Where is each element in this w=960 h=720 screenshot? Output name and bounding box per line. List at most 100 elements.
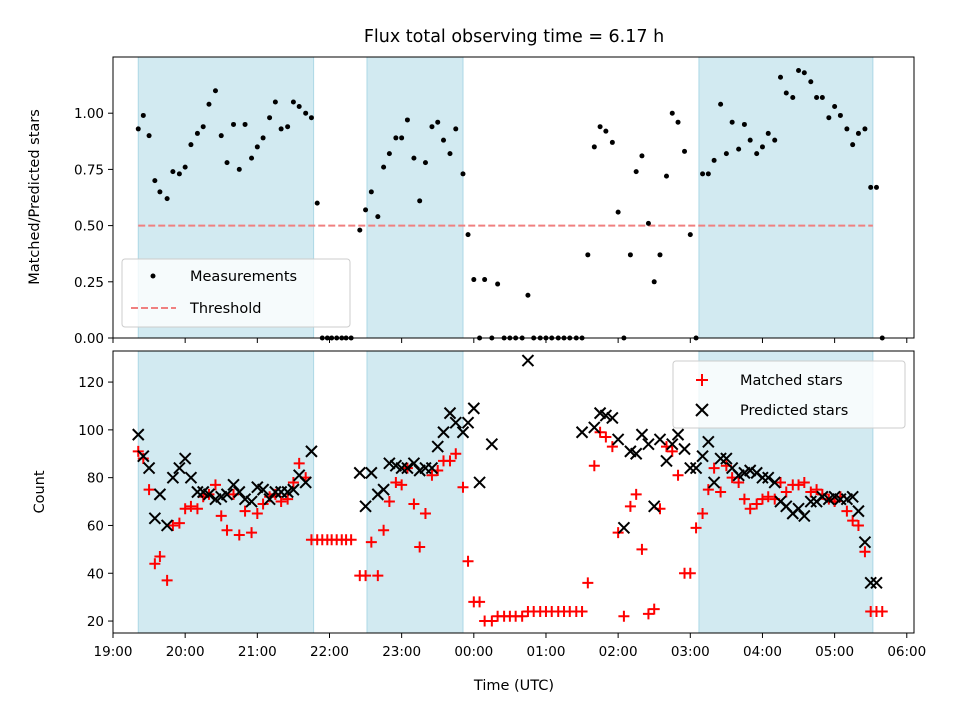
matched-stars-point-82 — [618, 610, 630, 622]
measurements-point-6 — [170, 169, 176, 175]
matched-stars-point-17 — [233, 529, 245, 541]
measurements-point-89 — [663, 173, 669, 179]
measurements-point-112 — [801, 70, 807, 76]
y-tick-label-0-1: 0.25 — [74, 275, 104, 291]
matched-stars-point-80 — [606, 441, 618, 453]
measurements-point-123 — [868, 184, 874, 190]
matched-stars-point-55 — [457, 481, 469, 493]
matched-stars-point-53 — [444, 455, 456, 467]
measurements-point-53 — [447, 151, 453, 157]
measurements-point-124 — [873, 184, 879, 190]
predicted-stars-point-75 — [714, 452, 727, 465]
predicted-stars-point-8 — [178, 452, 192, 465]
matched-stars-point-113 — [805, 486, 817, 498]
measurements-point-29 — [308, 115, 314, 121]
y-tick-label-1-5: 120 — [78, 375, 104, 391]
matched-stars-point-19 — [246, 527, 258, 539]
ratio-plot-frame — [112, 56, 915, 339]
predicted-stars-point-89 — [798, 509, 811, 523]
predicted-stars-point-35 — [383, 457, 396, 470]
predicted-stars-point-51 — [485, 437, 499, 451]
measurements-point-39 — [363, 207, 369, 213]
matched-stars-point-94 — [690, 522, 702, 534]
matched-stars-point-105 — [756, 493, 768, 505]
measurements-point-4 — [157, 189, 163, 195]
matched-stars-point-7 — [173, 517, 185, 529]
measurements-point-81 — [615, 209, 621, 215]
measurements-point-116 — [826, 115, 832, 121]
predicted-stars-point-4 — [153, 488, 167, 501]
measurements-point-77 — [591, 144, 597, 150]
measurements-point-87 — [651, 279, 657, 285]
measurements-point-54 — [453, 126, 459, 132]
measurements-point-110 — [790, 94, 796, 100]
matched-stars-legend-marker — [696, 374, 708, 386]
measurements-point-44 — [393, 135, 399, 141]
matched-stars-point-114 — [811, 484, 823, 496]
x-axis-label: Time (UTC) — [473, 678, 554, 694]
measurements-point-111 — [796, 67, 802, 73]
measurements-point-118 — [837, 112, 843, 118]
matched-stars-point-25 — [282, 493, 294, 505]
measurements-point-30 — [314, 200, 320, 206]
matched-stars-point-10 — [191, 503, 203, 515]
predicted-stars-point-9 — [184, 471, 198, 484]
measurements-point-93 — [687, 232, 693, 238]
matched-stars-point-120 — [847, 515, 859, 527]
measurements-point-79 — [603, 128, 609, 134]
matched-stars-point-9 — [185, 500, 197, 512]
measurements-point-106 — [765, 130, 771, 136]
measurements-point-90 — [669, 110, 675, 116]
predicted-stars-point-74 — [707, 476, 721, 489]
measurements-point-25 — [285, 124, 291, 130]
measurements-point-84 — [633, 169, 639, 175]
y-tick-label-1-1: 40 — [87, 566, 104, 582]
measurements-point-46 — [404, 117, 410, 123]
predicted-stars-point-52 — [521, 354, 535, 367]
measurements-point-117 — [832, 103, 838, 109]
count-legend: Matched stars Predicted stars — [672, 360, 906, 429]
measurements-point-80 — [609, 139, 615, 145]
count-legend-box — [672, 360, 906, 429]
matched-stars-point-48 — [414, 541, 426, 553]
predicted-stars-point-49 — [467, 402, 481, 415]
y-tick-label-1-3: 80 — [87, 471, 104, 487]
matched-stars-point-13 — [209, 479, 221, 491]
x-tick-label-8: 03:00 — [671, 644, 710, 660]
predicted-stars-point-56 — [599, 409, 613, 422]
y-tick-label-1-4: 100 — [78, 423, 104, 439]
measurements-point-48 — [417, 198, 423, 204]
matched-stars-point-40 — [365, 536, 377, 548]
predicted-stars-point-54 — [588, 421, 601, 434]
shaded-interval-1 — [366, 350, 464, 634]
matched-stars-point-93 — [684, 567, 696, 579]
measurements-point-120 — [850, 142, 856, 148]
matched-stars-point-24 — [275, 496, 287, 508]
count-y-axis-label: Count — [32, 470, 48, 513]
y-tick-label-0-2: 0.50 — [74, 219, 104, 235]
predicted-stars-point-18 — [238, 492, 252, 506]
y-tick-label-0-3: 0.75 — [74, 162, 104, 178]
matched-stars-point-2 — [143, 484, 155, 496]
predicted-stars-point-28 — [299, 476, 312, 489]
matched-stars-point-39 — [360, 570, 372, 582]
matched-stars-point-45 — [396, 479, 408, 491]
measurements-point-22 — [267, 115, 273, 121]
predicted-stars-point-68 — [671, 428, 685, 441]
matched-stars-point-41 — [372, 570, 384, 582]
measurements-point-21 — [260, 135, 266, 141]
predicted-stars-point-5 — [160, 519, 174, 532]
matched-stars-point-95 — [697, 508, 709, 520]
matched-stars-point-96 — [702, 484, 714, 496]
matched-stars-point-104 — [751, 498, 763, 510]
measurements-legend-marker — [150, 273, 156, 279]
matched-stars-point-5 — [161, 574, 173, 586]
matched-stars-point-44 — [390, 476, 402, 488]
predicted-stars-point-67 — [666, 437, 679, 451]
measurements-point-56 — [465, 232, 471, 238]
matched-stars-point-103 — [744, 503, 756, 515]
predicted-stars-point-31 — [359, 500, 372, 513]
measurements-point-92 — [682, 148, 688, 154]
measurements-point-100 — [729, 119, 735, 125]
